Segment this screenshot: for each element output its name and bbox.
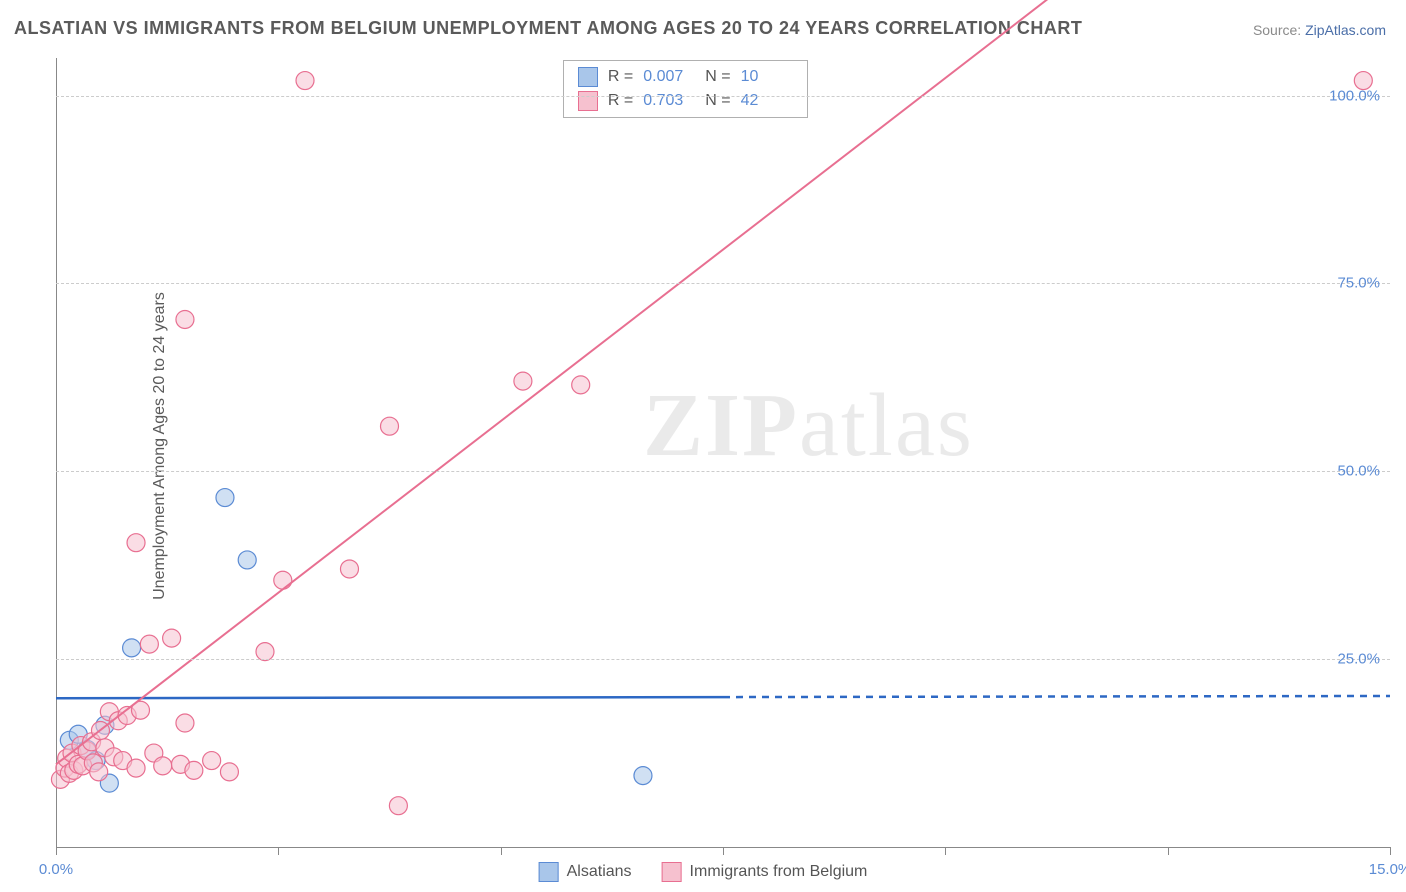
- legend-swatch-alsatians: [578, 67, 598, 87]
- data-point-belgium: [140, 635, 158, 653]
- legend-swatch-alsatians: [539, 862, 559, 882]
- plot-svg: [56, 58, 1390, 847]
- data-point-belgium: [256, 643, 274, 661]
- gridline: [56, 283, 1390, 284]
- legend-label: Immigrants from Belgium: [690, 863, 868, 881]
- data-point-alsatians: [634, 767, 652, 785]
- legend-swatch-belgium: [662, 862, 682, 882]
- data-point-belgium: [296, 72, 314, 90]
- legend-stat-row-alsatians: R = 0.007 N = 10: [578, 67, 793, 87]
- data-point-belgium: [127, 534, 145, 552]
- legend-label: Alsatians: [567, 863, 632, 881]
- n-value: 10: [741, 68, 793, 86]
- data-point-alsatians: [216, 489, 234, 507]
- y-tick-label: 100.0%: [1329, 87, 1380, 104]
- legend-swatch-belgium: [578, 91, 598, 111]
- data-point-belgium: [176, 310, 194, 328]
- x-tick-label: 15.0%: [1369, 861, 1406, 878]
- data-point-belgium: [572, 376, 590, 394]
- data-point-belgium: [185, 761, 203, 779]
- legend-stat-row-belgium: R = 0.703N = 42: [578, 91, 793, 111]
- data-point-alsatians: [123, 639, 141, 657]
- gridline: [56, 471, 1390, 472]
- data-point-belgium: [176, 714, 194, 732]
- y-tick-label: 50.0%: [1337, 463, 1380, 480]
- data-point-belgium: [154, 757, 172, 775]
- x-tick: [56, 847, 57, 855]
- x-tick: [1168, 847, 1169, 855]
- data-point-belgium: [90, 763, 108, 781]
- source-label: Source:: [1253, 22, 1305, 38]
- y-tick-label: 75.0%: [1337, 275, 1380, 292]
- x-tick: [278, 847, 279, 855]
- legend-item-alsatians: Alsatians: [539, 862, 632, 882]
- y-tick-label: 25.0%: [1337, 651, 1380, 668]
- gridline: [56, 96, 1390, 97]
- legend-item-belgium: Immigrants from Belgium: [662, 862, 868, 882]
- x-tick-label: 0.0%: [39, 861, 73, 878]
- n-label: N =: [705, 68, 730, 86]
- source-attribution: Source: ZipAtlas.com: [1253, 22, 1386, 38]
- x-tick: [723, 847, 724, 855]
- data-point-belgium: [389, 797, 407, 815]
- data-point-belgium: [220, 763, 238, 781]
- x-tick: [1390, 847, 1391, 855]
- chart-title: ALSATIAN VS IMMIGRANTS FROM BELGIUM UNEM…: [14, 18, 1082, 39]
- x-tick: [501, 847, 502, 855]
- legend-correlation-box: R = 0.007 N = 10 R = 0.703N = 42: [563, 60, 808, 118]
- data-point-belgium: [203, 752, 221, 770]
- correlation-chart: ALSATIAN VS IMMIGRANTS FROM BELGIUM UNEM…: [0, 0, 1406, 892]
- data-point-belgium: [514, 372, 532, 390]
- data-point-belgium: [340, 560, 358, 578]
- legend-series: Alsatians Immigrants from Belgium: [539, 862, 868, 882]
- regression-line-dashed-alsatians: [723, 696, 1390, 697]
- data-point-alsatians: [238, 551, 256, 569]
- data-point-belgium: [163, 629, 181, 647]
- source-value: ZipAtlas.com: [1305, 22, 1386, 38]
- x-tick: [945, 847, 946, 855]
- gridline: [56, 659, 1390, 660]
- regression-line-alsatians: [56, 697, 723, 698]
- data-point-belgium: [127, 759, 145, 777]
- plot-area: ZIPatlas R = 0.007N = 10R = 0.703N = 42 …: [56, 58, 1390, 848]
- data-point-belgium: [274, 571, 292, 589]
- r-label: R =: [608, 68, 633, 86]
- r-value: 0.007: [643, 68, 695, 86]
- data-point-belgium: [381, 417, 399, 435]
